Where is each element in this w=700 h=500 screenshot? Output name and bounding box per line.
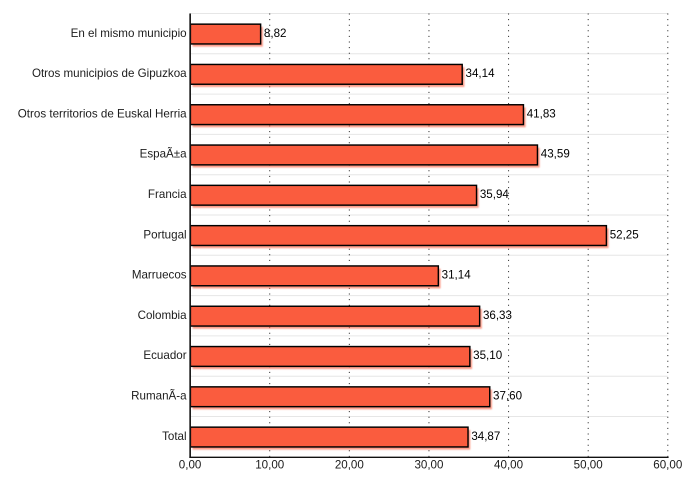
svg-text:34,14: 34,14 xyxy=(466,67,496,80)
svg-text:0,00: 0,00 xyxy=(179,459,202,472)
svg-text:52,25: 52,25 xyxy=(610,228,639,241)
svg-text:En el mismo municipio: En el mismo municipio xyxy=(71,27,187,40)
svg-text:Colombia: Colombia xyxy=(138,309,188,322)
svg-text:43,59: 43,59 xyxy=(541,148,570,161)
svg-text:Portugal: Portugal xyxy=(143,228,186,241)
svg-text:30,00: 30,00 xyxy=(414,459,443,472)
svg-text:8,82: 8,82 xyxy=(264,27,287,40)
svg-text:31,14: 31,14 xyxy=(442,269,472,282)
svg-text:10,00: 10,00 xyxy=(255,459,284,472)
svg-text:Otros municipios de Gipuzkoa: Otros municipios de Gipuzkoa xyxy=(32,67,187,80)
svg-text:37,60: 37,60 xyxy=(493,389,522,402)
svg-text:Ecuador: Ecuador xyxy=(143,349,186,362)
svg-text:50,00: 50,00 xyxy=(574,459,603,472)
svg-text:RumanÃ-a: RumanÃ-a xyxy=(131,389,187,402)
svg-text:36,33: 36,33 xyxy=(483,309,512,322)
svg-text:Total: Total xyxy=(162,430,187,443)
svg-text:35,10: 35,10 xyxy=(473,349,502,362)
svg-text:Marruecos: Marruecos xyxy=(132,269,187,282)
svg-text:Otros territorios de Euskal He: Otros territorios de Euskal Herria xyxy=(18,107,187,120)
svg-text:40,00: 40,00 xyxy=(494,459,523,472)
svg-text:35,94: 35,94 xyxy=(480,188,510,201)
svg-text:34,87: 34,87 xyxy=(471,430,500,443)
svg-text:41,83: 41,83 xyxy=(527,107,556,120)
svg-text:60,00: 60,00 xyxy=(653,459,682,472)
svg-text:EspaÃ±a: EspaÃ±a xyxy=(140,148,188,161)
svg-text:20,00: 20,00 xyxy=(335,459,364,472)
svg-text:Francia: Francia xyxy=(148,188,187,201)
